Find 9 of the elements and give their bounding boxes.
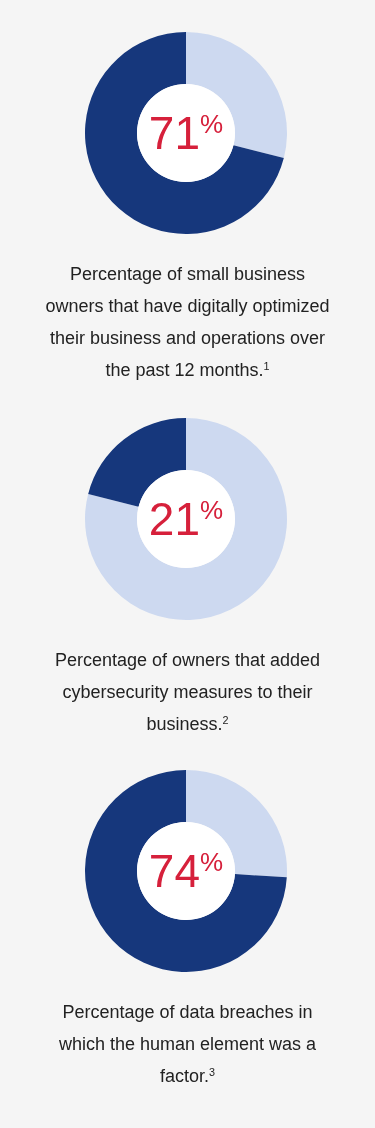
donut-slice bbox=[85, 418, 287, 620]
text: 74$^{%}$ bbox=[148, 845, 224, 897]
text: Percentage of data breaches in which the human element was a factor.$^{3}$ bbox=[57, 1002, 318, 1086]
text: Percentage of owners that added cybersecurity measures to their business.$^{2}$ bbox=[54, 650, 321, 734]
donut-slice bbox=[85, 32, 284, 234]
text: Percentage of small business owners that have digitally optimized their business and operations over the past 12 months.$^{1}$ bbox=[45, 264, 330, 380]
text: 21$^{%}$ bbox=[148, 493, 224, 545]
text: 71$^{%}$ bbox=[148, 107, 224, 159]
donut-slice bbox=[85, 770, 287, 972]
